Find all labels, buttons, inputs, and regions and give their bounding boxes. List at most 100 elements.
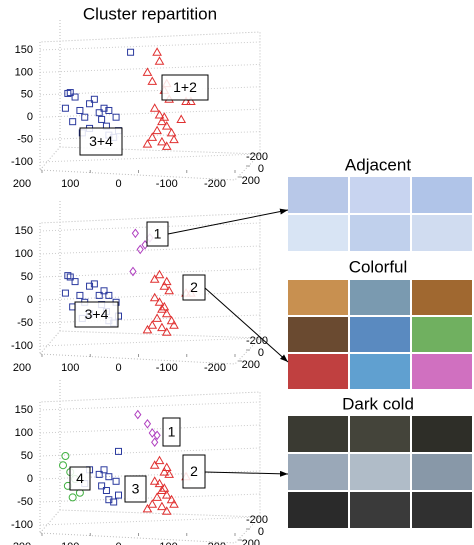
point xyxy=(147,132,158,141)
group-title: Colorful xyxy=(349,257,408,276)
point xyxy=(157,304,167,313)
point xyxy=(181,96,191,106)
thumbnail xyxy=(412,280,472,315)
point xyxy=(159,281,170,290)
point xyxy=(161,506,172,515)
grid-line xyxy=(39,493,261,503)
annotation: 3 xyxy=(132,481,140,497)
x-tick-label: -100 xyxy=(156,178,178,190)
x-tick-label: 100 xyxy=(61,541,79,545)
y-tick-label: -50 xyxy=(17,317,33,329)
z-tick-label: 0 xyxy=(258,163,264,175)
thumbnail xyxy=(350,317,410,352)
y-tick-label: 50 xyxy=(21,89,33,101)
point xyxy=(159,467,170,476)
point xyxy=(64,272,72,280)
point xyxy=(151,437,159,448)
point xyxy=(157,136,167,146)
grid-line xyxy=(39,291,261,301)
point xyxy=(161,462,172,471)
arrow xyxy=(204,470,289,477)
point xyxy=(100,287,108,295)
point xyxy=(147,76,158,85)
thumbnail xyxy=(288,177,348,213)
annotation-box xyxy=(124,475,147,503)
point xyxy=(64,89,72,97)
point xyxy=(161,327,172,336)
grid-line xyxy=(39,424,261,434)
point xyxy=(90,280,98,288)
annotation: 1+2 xyxy=(173,79,197,95)
point xyxy=(152,125,162,135)
point xyxy=(71,278,79,286)
thumbnail xyxy=(350,416,410,452)
point xyxy=(157,322,167,332)
point xyxy=(90,95,98,103)
point xyxy=(100,466,108,474)
point xyxy=(152,313,162,322)
thumbnail xyxy=(412,215,472,251)
annotation: 3+4 xyxy=(85,306,109,322)
z-tick-label: -200 xyxy=(246,335,268,347)
x-tick-label: 200 xyxy=(13,541,31,545)
annotation-box xyxy=(162,417,181,447)
grid-line xyxy=(39,337,261,347)
grid-line xyxy=(39,245,261,255)
z-tick-label: 200 xyxy=(242,359,260,371)
grid-line xyxy=(39,108,261,118)
annotation: 1 xyxy=(168,424,176,440)
z-tick-label: -200 xyxy=(246,514,268,526)
point xyxy=(154,478,165,488)
point xyxy=(105,496,113,504)
annotation-box xyxy=(69,466,91,491)
point xyxy=(112,477,120,485)
grid-line xyxy=(39,447,261,457)
grid-line xyxy=(39,41,261,51)
point xyxy=(127,48,135,56)
thumbnail xyxy=(288,416,348,452)
y-tick-label: -100 xyxy=(11,340,33,352)
point xyxy=(148,428,156,438)
point xyxy=(110,498,118,506)
annotation-box xyxy=(182,454,206,489)
annotation-box xyxy=(161,74,209,101)
point xyxy=(100,104,108,112)
point xyxy=(164,285,175,295)
thumbnail xyxy=(412,354,472,389)
point xyxy=(161,490,172,499)
annotation-box xyxy=(74,301,119,328)
point xyxy=(147,320,158,329)
point xyxy=(134,409,142,420)
grid-line xyxy=(39,401,261,411)
point xyxy=(61,104,69,112)
point xyxy=(76,291,84,299)
point xyxy=(152,47,162,56)
point xyxy=(142,503,153,513)
thumbnail xyxy=(412,177,472,213)
thumbnail xyxy=(288,492,348,528)
point xyxy=(112,113,120,121)
point xyxy=(95,109,103,117)
y-tick-label: -50 xyxy=(17,496,33,508)
axis-box xyxy=(39,380,261,544)
point xyxy=(86,100,94,108)
thumbnail xyxy=(412,416,472,452)
grid-line xyxy=(39,516,261,526)
thumbnail xyxy=(350,454,410,490)
point xyxy=(129,266,137,277)
point xyxy=(169,320,179,329)
point xyxy=(98,115,106,123)
point xyxy=(166,127,177,137)
z-tick-label: 0 xyxy=(258,526,264,538)
point xyxy=(95,291,103,299)
point xyxy=(154,109,165,119)
point xyxy=(154,297,165,306)
point xyxy=(164,469,175,478)
thumbnail xyxy=(412,492,472,528)
point xyxy=(147,499,158,508)
annotation: 1 xyxy=(154,226,162,242)
y-tick-label: 150 xyxy=(15,44,33,56)
point xyxy=(142,67,153,76)
thumbnail xyxy=(288,215,348,251)
annotation-box xyxy=(182,274,206,301)
